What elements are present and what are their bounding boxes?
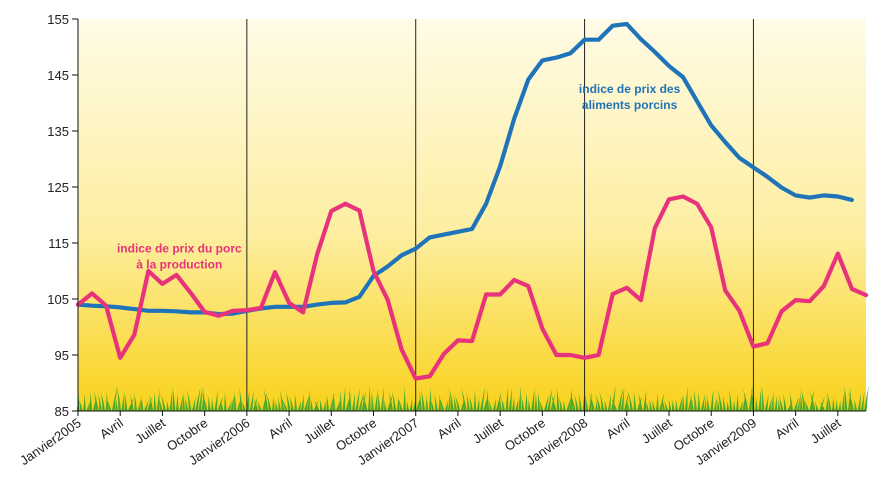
y-tick-label: 155 bbox=[47, 12, 69, 27]
x-tick-label: Avril bbox=[435, 415, 464, 442]
y-tick-label: 125 bbox=[47, 180, 69, 195]
series-group bbox=[75, 21, 869, 381]
y-tick-label: 95 bbox=[55, 348, 69, 363]
x-tick-label: Juillet bbox=[808, 415, 844, 447]
y-tick-label: 135 bbox=[47, 124, 69, 139]
y-axis-ticks: 85 95 105 115 125 135 145 155 bbox=[47, 12, 78, 419]
x-tick-label: Avril bbox=[603, 415, 632, 442]
x-tick-label: Avril bbox=[772, 415, 801, 442]
series-label-porc-production: indice de prix du porc bbox=[117, 242, 242, 256]
y-tick-label: 145 bbox=[47, 68, 69, 83]
x-axis-ticks: Janvier2005 Avril JuilletOctobreJanvier200… bbox=[17, 411, 844, 468]
x-tick-label: Avril bbox=[97, 415, 126, 442]
x-tick-label: Janvier2005 bbox=[17, 415, 84, 468]
series-label-porc-production: à la production bbox=[136, 258, 222, 272]
y-tick-label: 105 bbox=[47, 292, 69, 307]
y-tick-label: 115 bbox=[48, 236, 69, 251]
grass-blades bbox=[76, 385, 869, 411]
grass-decoration bbox=[76, 385, 869, 411]
series-labels: indice de prix des aliments porcins indice… bbox=[117, 82, 681, 272]
x-tick-label: Avril bbox=[266, 415, 295, 442]
series-line-porc-production bbox=[75, 194, 869, 381]
y-tick-label: 85 bbox=[55, 404, 69, 419]
axes bbox=[77, 19, 866, 412]
plot-background bbox=[78, 19, 866, 411]
series-label-aliments-porcins: aliments porcins bbox=[582, 98, 678, 112]
series-label-aliments-porcins: indice de prix des bbox=[579, 82, 681, 96]
year-separators bbox=[246, 19, 754, 411]
